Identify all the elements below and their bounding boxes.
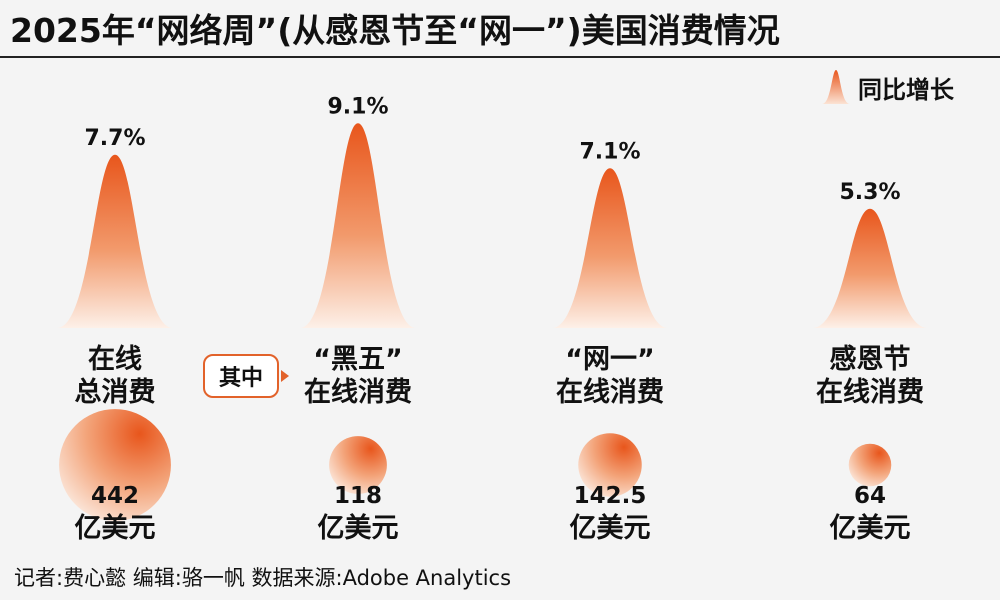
spend-bubble <box>848 443 892 487</box>
growth-peak <box>812 208 928 328</box>
category-label-line: “网一” <box>565 344 655 375</box>
growth-peak <box>552 168 668 328</box>
category-label-line: 在线消费 <box>816 377 924 408</box>
spend-unit: 亿美元 <box>830 512 911 544</box>
growth-label: 9.1% <box>327 94 388 119</box>
category-label-line: 在线 <box>88 344 142 375</box>
growth-label: 7.1% <box>579 139 640 164</box>
spend-bubble <box>329 436 387 494</box>
growth-peak <box>57 154 173 328</box>
spend-bubble <box>578 433 642 497</box>
spend-value: 442 <box>91 483 139 509</box>
title-divider <box>0 56 1000 58</box>
spend-bubble <box>59 409 171 521</box>
spend-value: 64 <box>854 483 886 509</box>
legend-label: 同比增长 <box>858 75 954 104</box>
legend: 同比增长 <box>822 70 954 104</box>
category-label-line: 总消费 <box>75 377 156 408</box>
growth-label: 5.3% <box>839 180 900 205</box>
growth-label: 7.7% <box>84 126 145 151</box>
note-arrow-icon <box>281 370 289 382</box>
growth-peak <box>300 123 416 328</box>
spend-unit: 亿美元 <box>318 512 399 544</box>
category-label-line: 感恩节 <box>830 343 911 375</box>
peak-legend-icon <box>822 70 850 104</box>
category-label-line: 在线消费 <box>556 377 664 408</box>
category-label-line: 在线消费 <box>304 377 412 408</box>
category-label-line: “黑五” <box>313 344 403 375</box>
spend-value: 118 <box>334 483 382 509</box>
note-tag: 其中 <box>203 354 279 398</box>
spend-unit: 亿美元 <box>570 512 651 544</box>
spend-unit: 亿美元 <box>75 512 156 544</box>
chart-title: 2025年“网络周”(从感恩节至“网一”)美国消费情况 <box>10 11 780 50</box>
footer-credits: 记者:费心懿 编辑:骆一帆 数据来源:Adobe Analytics <box>14 566 512 590</box>
spend-value: 142.5 <box>574 483 647 509</box>
